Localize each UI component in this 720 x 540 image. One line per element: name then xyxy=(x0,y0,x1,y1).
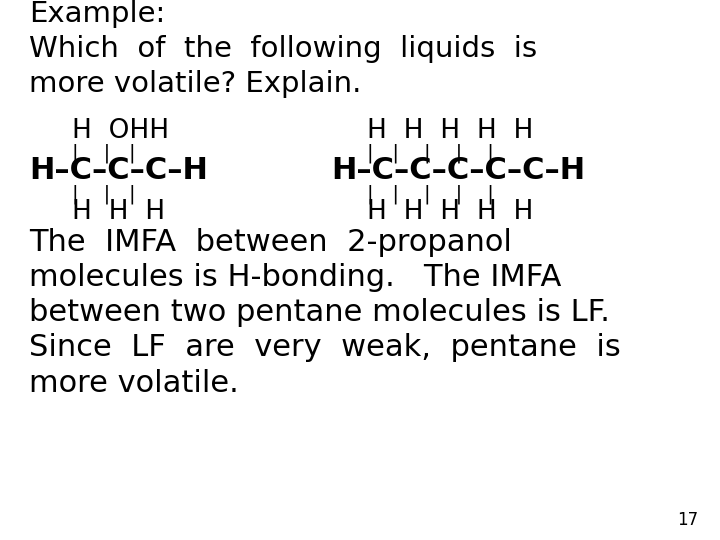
Text: The  IMFA  between  2-propanol: The IMFA between 2-propanol xyxy=(29,228,512,257)
Text: |   |    |    |    |: | | | | | xyxy=(367,184,494,204)
Text: H  H  H  H  H: H H H H H xyxy=(367,199,534,225)
Text: H  H  H  H  H: H H H H H xyxy=(367,118,534,144)
Text: 17: 17 xyxy=(678,511,698,529)
Text: H–C–C–C–C–C–H: H–C–C–C–C–C–H xyxy=(331,156,585,185)
Text: |   |    |    |    |: | | | | | xyxy=(367,143,494,163)
Text: Which  of  the  following  liquids  is: Which of the following liquids is xyxy=(29,35,537,63)
Text: |    |   |: | | | xyxy=(72,143,135,163)
Text: H  OHH: H OHH xyxy=(72,118,169,144)
Text: Example:: Example: xyxy=(29,0,165,28)
Text: more volatile.: more volatile. xyxy=(29,368,238,397)
Text: |    |   |: | | | xyxy=(72,184,135,204)
Text: between two pentane molecules is LF.: between two pentane molecules is LF. xyxy=(29,298,610,327)
Text: Since  LF  are  very  weak,  pentane  is: Since LF are very weak, pentane is xyxy=(29,333,621,362)
Text: more volatile? Explain.: more volatile? Explain. xyxy=(29,70,361,98)
Text: H–C–C–C–H: H–C–C–C–H xyxy=(29,156,207,185)
Text: molecules is H-bonding.   The IMFA: molecules is H-bonding. The IMFA xyxy=(29,263,561,292)
Text: H  H  H: H H H xyxy=(72,199,165,225)
